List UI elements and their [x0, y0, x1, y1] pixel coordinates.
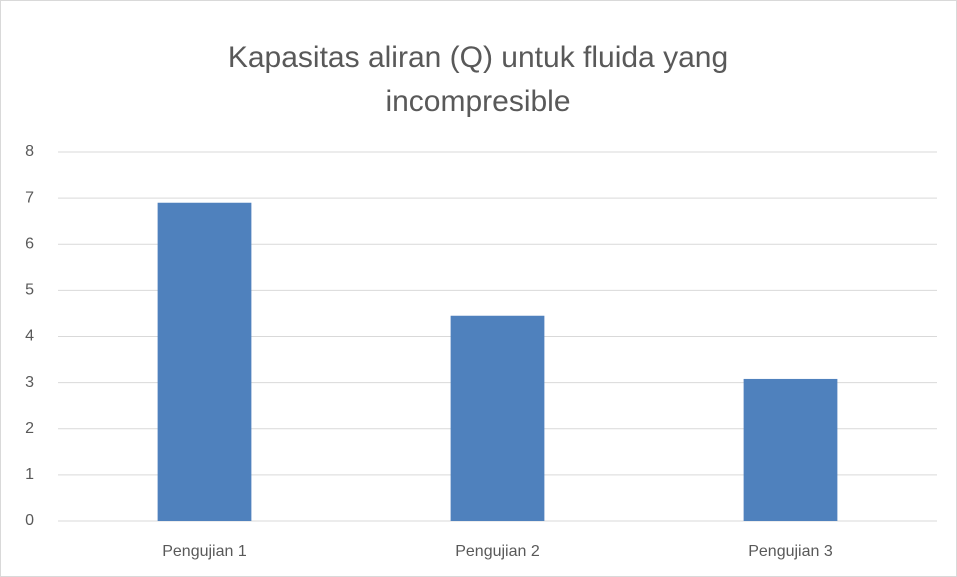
chart-title: Kapasitas aliran (Q) untuk fluida yang i…	[227, 41, 729, 118]
x-tick-label: Pengujian 2	[455, 543, 540, 560]
y-tick-label: 2	[25, 420, 34, 437]
y-tick-label: 1	[25, 466, 34, 483]
x-tick-label: Pengujian 1	[162, 543, 247, 560]
bar	[157, 202, 252, 522]
y-tick-label: 8	[25, 143, 34, 160]
y-tick-label: 5	[25, 282, 34, 299]
y-tick-label: 6	[25, 235, 34, 252]
bar	[743, 378, 838, 521]
y-tick-label: 4	[25, 328, 34, 345]
x-tick-label: Pengujian 3	[748, 543, 833, 560]
y-tick-label: 7	[25, 189, 34, 206]
y-tick-label: 3	[25, 374, 34, 391]
bar	[450, 315, 545, 521]
y-tick-label: 0	[25, 512, 34, 529]
